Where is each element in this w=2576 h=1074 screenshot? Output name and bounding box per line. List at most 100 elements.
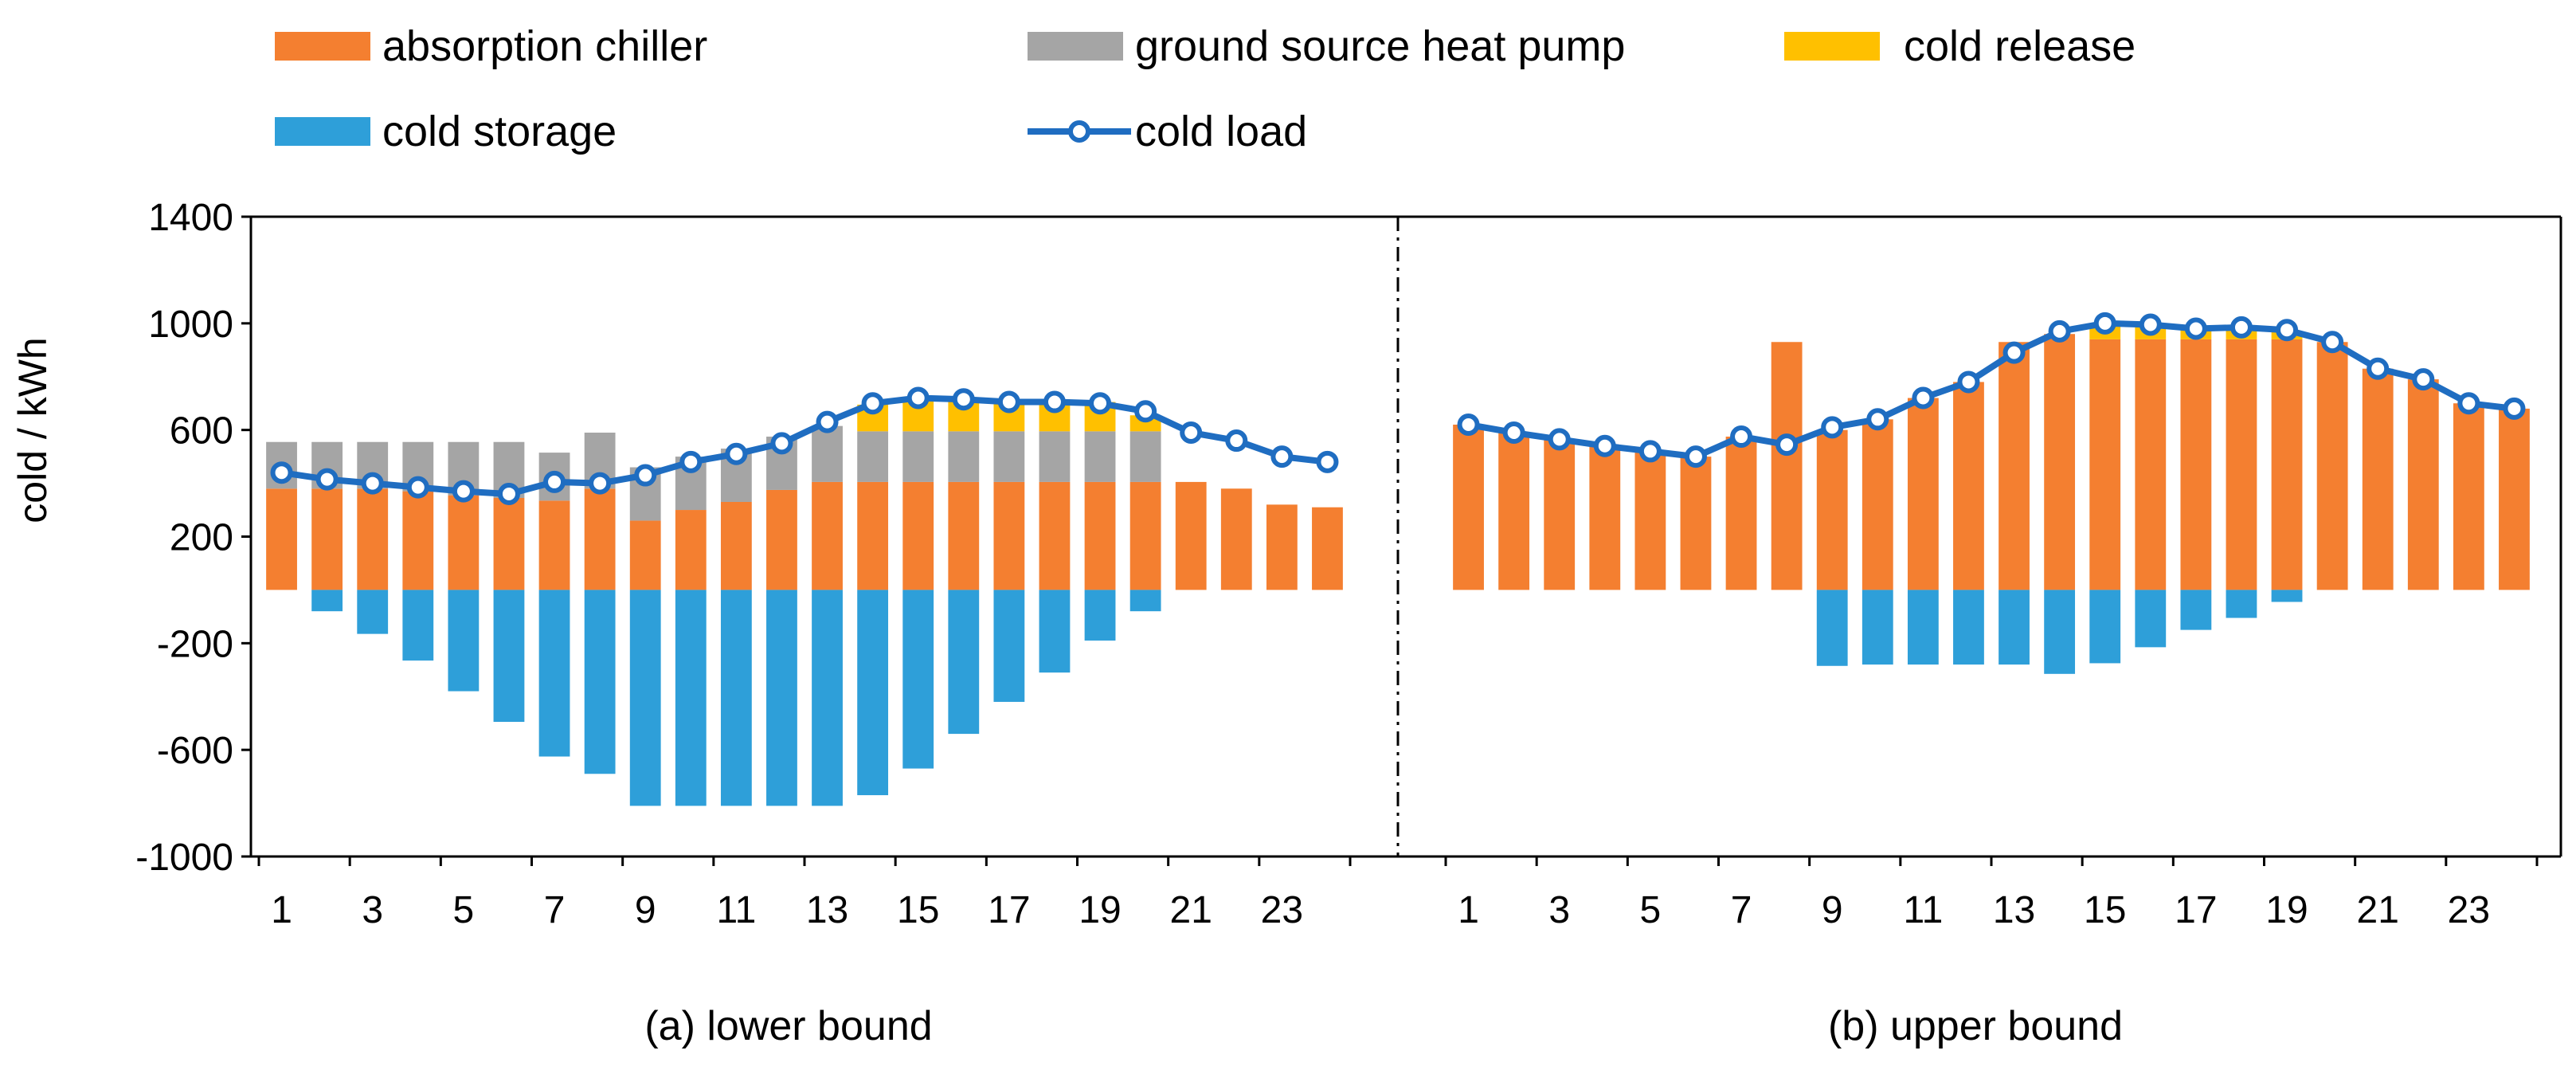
point-cold-load [1270,445,1294,468]
bar-ground-source-heat-pump [812,425,843,482]
legend-label: cold load [1135,108,1307,155]
bar-cold-storage [1999,590,2030,665]
bar-cold-storage [2180,590,2212,630]
point-cold-load [1134,400,1157,423]
bar-cold-storage [720,590,752,806]
x-tick-label: 9 [635,889,656,931]
bar-cold-storage [2044,590,2076,674]
legend-item-absorption-chiller: absorption chiller [275,22,707,70]
point-cold-load [1089,392,1112,415]
x-tick-label: 11 [716,889,756,931]
point-cold-load [361,472,384,495]
bar-absorption-chiller [812,481,843,590]
point-cold-load [2367,357,2390,380]
point-cold-load [1316,450,1339,473]
bar-absorption-chiller [1498,433,1530,590]
point-cold-load [1684,445,1707,468]
bar-absorption-chiller [2316,342,2348,590]
bar-absorption-chiller [2499,408,2530,590]
bar-absorption-chiller [2226,339,2257,590]
point-cold-load [1502,421,1525,445]
bar-absorption-chiller [1175,481,1207,590]
x-tick-label: 19 [2265,889,2308,931]
x-tick-label: 5 [453,889,475,931]
point-cold-load [2321,331,2344,354]
bar-absorption-chiller [1129,481,1161,590]
bar-absorption-chiller [675,510,707,590]
point-cold-load [543,470,566,493]
bar-absorption-chiller [2362,368,2394,590]
y-axis-label: cold / kWh [10,337,55,523]
bar-cold-storage [402,590,434,661]
bar-ground-source-heat-pump [948,431,980,482]
bar-absorption-chiller [538,500,570,590]
point-cold-load [2276,319,2299,342]
x-tick-label: 9 [1822,889,1843,931]
legend-swatch [275,117,370,146]
legend-item-ground-source-heat-pump: ground source heat pump [1028,22,1625,70]
x-tick-label: 1 [271,889,292,931]
y-tick-label: 1000 [148,304,233,346]
point-cold-load [1457,413,1480,436]
bar-cold-storage [1907,590,1939,665]
line-cold-load [280,394,1328,497]
bar-absorption-chiller [1312,507,1343,590]
panel-lower-bound [266,386,1343,806]
bar-absorption-chiller [2089,339,2121,590]
bar-cold-storage [675,590,707,806]
x-tick-label: 17 [988,889,1030,931]
bar-absorption-chiller [1999,342,2030,590]
panel-caption: (a) lower bound [644,1003,932,1049]
bar-absorption-chiller [2271,339,2303,590]
bar-absorption-chiller [1634,451,1666,590]
point-cold-load [1957,370,1980,394]
point-cold-load [1548,428,1571,451]
x-tick-label: 11 [1903,889,1943,931]
point-cold-load [315,468,339,491]
point-cold-load [679,450,703,473]
bar-absorption-chiller [1544,439,1576,590]
point-cold-load [1043,390,1066,414]
bar-ground-source-heat-pump [1084,431,1116,482]
point-cold-load [1638,440,1662,463]
bar-absorption-chiller [1266,504,1298,590]
point-cold-load [2093,312,2116,335]
point-cold-load [1730,425,1753,449]
bar-cold-storage [857,590,889,796]
bar-absorption-chiller [720,502,752,590]
x-tick-label: 17 [2175,889,2217,931]
point-cold-load [2230,316,2253,339]
legend-label: cold storage [382,108,617,155]
point-cold-load [906,386,930,410]
point-cold-load [1180,421,1203,445]
bar-cold-storage [2135,590,2167,648]
legend-item-cold-release: cold release [1784,22,2136,70]
legend-label: absorption chiller [382,22,707,70]
panel-upper-bound [1453,312,2530,674]
bar-absorption-chiller [2407,379,2439,590]
x-tick-label: 13 [1993,889,2035,931]
bar-absorption-chiller [311,488,343,590]
point-cold-load [725,442,748,465]
point-cold-load [770,432,793,455]
point-cold-load [589,472,612,495]
bar-absorption-chiller [2135,339,2167,590]
x-tick-label: 23 [1261,889,1303,931]
bar-absorption-chiller [2044,334,2076,590]
legend-swatch-marker [1068,120,1090,143]
bar-cold-storage [1084,590,1116,641]
bar-cold-storage [584,590,616,774]
bar-cold-storage [766,590,797,806]
bar-cold-storage [493,590,525,723]
bar-ground-source-heat-pump [993,431,1025,482]
bar-cold-storage [993,590,1025,702]
x-tick-label: 21 [1170,889,1212,931]
bar-absorption-chiller [357,488,389,590]
legend-swatch [1784,32,1880,61]
point-cold-load [1821,416,1844,439]
point-cold-load [1866,408,1889,431]
point-cold-load [2139,313,2162,336]
bar-cold-storage [448,590,480,692]
